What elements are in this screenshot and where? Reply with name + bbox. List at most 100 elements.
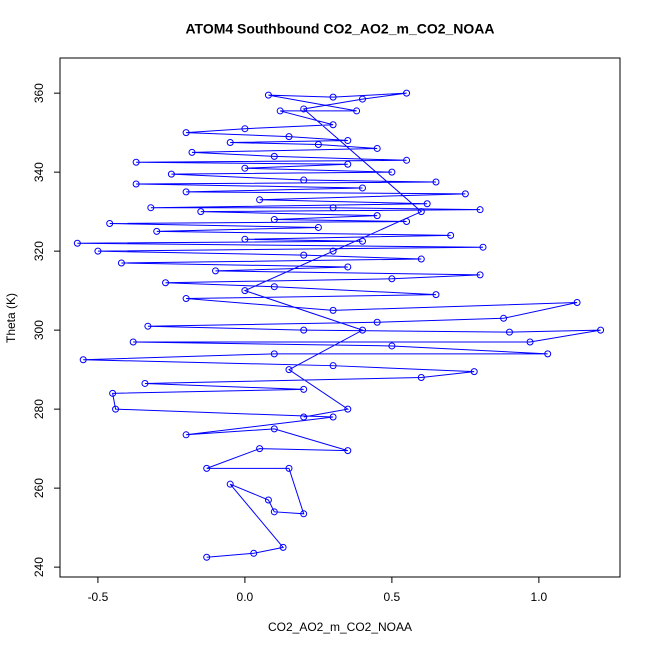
data-point bbox=[476, 271, 484, 279]
data-point bbox=[264, 91, 272, 99]
data-point bbox=[197, 208, 205, 216]
data-point bbox=[256, 196, 264, 204]
data-point bbox=[353, 107, 361, 115]
data-point bbox=[432, 178, 440, 186]
x-axis-label: CO2_AO2_m_CO2_NOAA bbox=[268, 620, 412, 634]
data-point bbox=[344, 263, 352, 271]
data-point bbox=[373, 212, 381, 220]
data-point bbox=[388, 275, 396, 283]
data-point bbox=[526, 338, 534, 346]
data-point bbox=[182, 129, 190, 137]
data-point bbox=[300, 251, 308, 259]
data-point bbox=[344, 137, 352, 145]
data-point bbox=[329, 247, 337, 255]
data-point bbox=[300, 413, 308, 421]
data-point bbox=[279, 543, 287, 551]
data-point bbox=[270, 508, 278, 516]
data-point bbox=[329, 413, 337, 421]
data-point bbox=[285, 366, 293, 374]
data-line bbox=[77, 92, 601, 558]
data-point bbox=[270, 216, 278, 224]
data-point bbox=[314, 141, 322, 148]
data-point bbox=[250, 549, 258, 557]
data-point bbox=[358, 95, 366, 103]
y-tick-label: 280 bbox=[32, 399, 46, 419]
data-point bbox=[417, 374, 425, 382]
data-point bbox=[573, 298, 581, 306]
data-point bbox=[256, 445, 264, 453]
x-tick-label: 0.5 bbox=[384, 590, 401, 604]
data-point bbox=[479, 243, 487, 251]
x-tick-label: 0.0 bbox=[237, 590, 254, 604]
data-point bbox=[417, 255, 425, 263]
y-tick-label: 360 bbox=[32, 83, 46, 103]
data-point bbox=[344, 405, 352, 413]
data-point bbox=[132, 180, 140, 188]
data-point bbox=[182, 295, 190, 303]
y-axis-label: Theta (K) bbox=[4, 293, 18, 343]
data-point bbox=[329, 204, 337, 212]
data-point bbox=[470, 368, 478, 376]
data-point bbox=[544, 350, 552, 358]
data-point bbox=[403, 218, 411, 226]
data-point bbox=[144, 322, 152, 330]
data-point bbox=[344, 447, 352, 455]
data-point bbox=[329, 93, 337, 101]
data-point bbox=[388, 342, 396, 350]
data-point bbox=[373, 318, 381, 326]
data-point bbox=[300, 176, 308, 184]
data-point bbox=[329, 362, 337, 370]
data-point bbox=[94, 247, 102, 255]
data-point bbox=[106, 219, 114, 227]
plot-frame bbox=[59, 57, 621, 578]
y-tick-label: 260 bbox=[32, 478, 46, 498]
data-point bbox=[112, 405, 120, 413]
data-point bbox=[403, 156, 411, 164]
data-point bbox=[203, 464, 211, 472]
data-point bbox=[270, 283, 278, 291]
chart-title: ATOM4 Southbound CO2_AO2_m_CO2_NOAA bbox=[185, 21, 494, 37]
data-point bbox=[300, 510, 308, 518]
data-point bbox=[73, 239, 81, 247]
data-point bbox=[447, 231, 455, 239]
data-point bbox=[270, 425, 278, 433]
data-point bbox=[344, 160, 352, 168]
y-tick-label: 240 bbox=[32, 557, 46, 577]
data-point bbox=[505, 328, 513, 336]
data-point bbox=[417, 208, 425, 216]
data-point bbox=[597, 326, 605, 334]
data-point bbox=[388, 168, 396, 176]
data-point bbox=[300, 105, 308, 113]
data-point bbox=[117, 259, 125, 267]
data-point bbox=[358, 184, 366, 192]
data-point bbox=[241, 287, 249, 295]
data-point bbox=[270, 350, 278, 358]
data-point bbox=[500, 314, 508, 322]
data-point bbox=[373, 144, 381, 152]
data-point bbox=[358, 326, 366, 334]
data-point bbox=[276, 107, 284, 115]
data-point bbox=[182, 188, 190, 196]
data-point bbox=[79, 356, 87, 364]
data-point bbox=[212, 267, 220, 275]
data-point bbox=[285, 133, 293, 141]
data-point bbox=[423, 200, 431, 208]
data-point bbox=[226, 139, 234, 147]
data-point bbox=[476, 206, 484, 214]
data-point bbox=[132, 158, 140, 166]
data-point bbox=[285, 464, 293, 472]
data-point bbox=[358, 237, 366, 245]
data-point bbox=[300, 326, 308, 334]
y-tick-label: 300 bbox=[32, 320, 46, 340]
data-point bbox=[182, 431, 190, 439]
data-point bbox=[241, 164, 249, 172]
data-point bbox=[109, 389, 117, 397]
data-point bbox=[300, 385, 308, 393]
data-point bbox=[314, 223, 322, 231]
y-tick-label: 320 bbox=[32, 241, 46, 261]
x-tick-label: 1.0 bbox=[531, 590, 548, 604]
data-point bbox=[162, 279, 170, 287]
data-point bbox=[147, 204, 155, 212]
